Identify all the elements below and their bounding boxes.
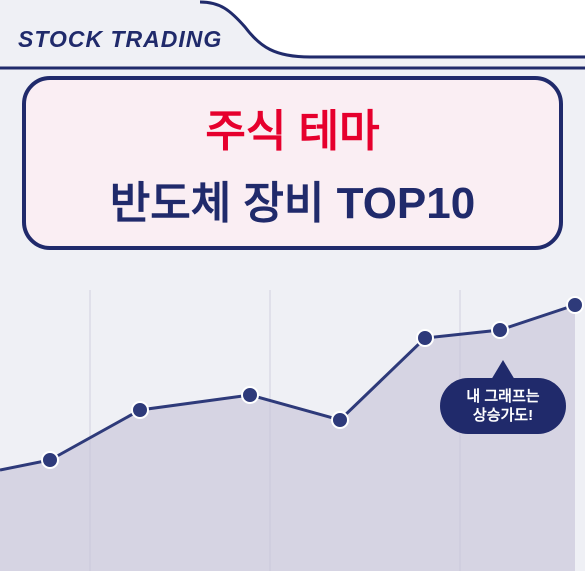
speech-line-1: 내 그래프는	[466, 387, 539, 407]
speech-line-2: 상승가도!	[473, 406, 533, 426]
title-line-1: 주식 테마	[205, 95, 379, 159]
title-card: 주식 테마 반도체 장비 TOP10	[22, 76, 563, 250]
speech-bubble: 내 그래프는 상승가도!	[440, 378, 566, 434]
title-line-2: 반도체 장비 TOP10	[110, 167, 475, 231]
header-label: STOCK TRADING	[18, 26, 222, 53]
tab-header: STOCK TRADING	[0, 0, 585, 70]
main-container: STOCK TRADING 주식 테마 반도체 장비 TOP10 내 그래프는 …	[0, 0, 585, 571]
